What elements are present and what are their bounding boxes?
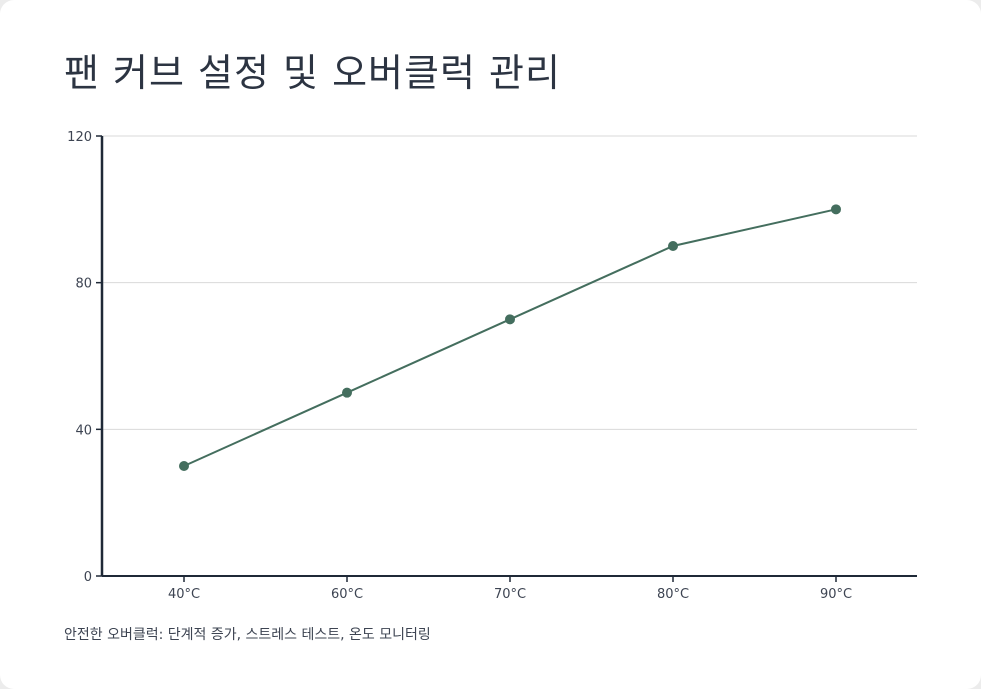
axes bbox=[96, 135, 917, 582]
y-tick-label-80: 80 bbox=[75, 277, 92, 292]
x-tick-label-0: 40°C bbox=[168, 587, 200, 602]
series-line-0 bbox=[183, 208, 837, 467]
tick-labels: 0 40 80 120 40°C 60°C 70°C 80°C 90°C bbox=[67, 130, 852, 602]
chart-caption: 안전한 오버클럭: 단계적 증가, 스트레스 테스트, 온도 모니터링 bbox=[64, 627, 431, 643]
series-layer bbox=[179, 204, 841, 471]
x-tick-label-2: 70°C bbox=[494, 587, 526, 602]
x-tick-label-3: 80°C bbox=[657, 587, 689, 602]
gridlines bbox=[102, 135, 917, 430]
data-point-90°C bbox=[831, 204, 841, 215]
data-point-60°C bbox=[342, 387, 352, 398]
data-point-70°C bbox=[505, 314, 515, 325]
y-tick-label-40: 40 bbox=[75, 423, 92, 438]
data-point-80°C bbox=[668, 241, 678, 251]
y-tick-label-0: 0 bbox=[84, 570, 92, 585]
x-tick-label-1: 60°C bbox=[331, 587, 363, 602]
data-point-40°C bbox=[179, 461, 189, 471]
chart-title: 팬 커브 설정 및 오버클럭 관리 bbox=[64, 51, 561, 95]
x-tick-label-4: 90°C bbox=[820, 587, 852, 602]
y-tick-label-120: 120 bbox=[67, 130, 92, 145]
